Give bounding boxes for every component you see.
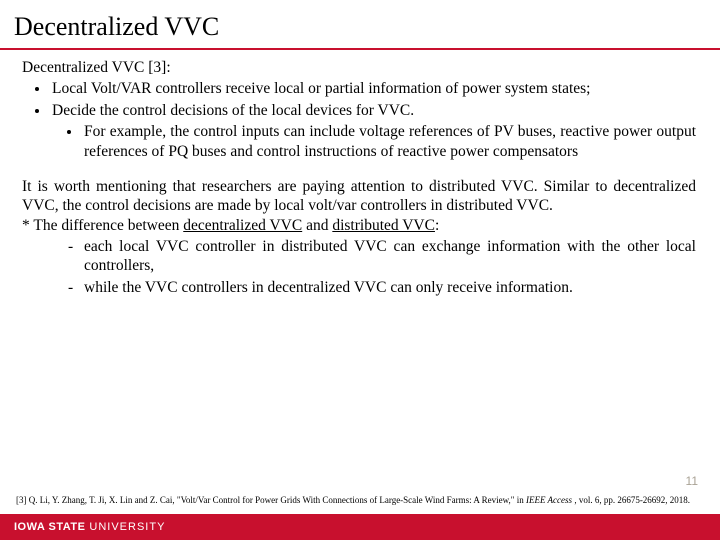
footer-logo-text: IOWA STATE UNIVERSITY	[0, 514, 720, 540]
dash-item: while the VVC controllers in decentraliz…	[68, 278, 696, 297]
diff-term-1: decentralized VVC	[183, 217, 302, 234]
bullet-list-1: Local Volt/VAR controllers receive local…	[50, 79, 696, 161]
bullet-list-2: For example, the control inputs can incl…	[82, 122, 696, 161]
ref-journal: IEEE Access	[526, 495, 572, 505]
footer-sub: UNIVERSITY	[89, 521, 165, 533]
diff-mid: and	[302, 217, 332, 234]
bullet-sub-item: For example, the control inputs can incl…	[82, 122, 696, 161]
bullet-item: Decide the control decisions of the loca…	[50, 101, 696, 161]
ref-post: , vol. 6, pp. 26675-26692, 2018.	[572, 495, 690, 505]
diff-suffix: :	[435, 217, 439, 234]
difference-line: * The difference between decentralized V…	[22, 216, 696, 235]
intro-line: Decentralized VVC [3]:	[22, 58, 696, 77]
diff-term-2: distributed VVC	[332, 217, 435, 234]
slide-title: Decentralized VVC	[0, 0, 720, 42]
reference-citation: [3] Q. Li, Y. Zhang, T. Ji, X. Lin and Z…	[16, 495, 704, 506]
diff-prefix: * The difference between	[22, 217, 183, 234]
body-content: Decentralized VVC [3]: Local Volt/VAR co…	[0, 58, 720, 297]
paragraph-2: It is worth mentioning that researchers …	[22, 177, 696, 216]
footer-main: IOWA STATE	[14, 521, 85, 533]
dash-item: each local VVC controller in distributed…	[68, 237, 696, 276]
bullet-text: Decide the control decisions of the loca…	[52, 102, 414, 119]
bullet-item: Local Volt/VAR controllers receive local…	[50, 79, 696, 98]
footer-bar: IOWA STATE UNIVERSITY	[0, 514, 720, 540]
ref-pre: [3] Q. Li, Y. Zhang, T. Ji, X. Lin and Z…	[16, 495, 526, 505]
page-number: 11	[686, 474, 698, 488]
title-rule	[0, 48, 720, 50]
dash-list: each local VVC controller in distributed…	[68, 237, 696, 297]
